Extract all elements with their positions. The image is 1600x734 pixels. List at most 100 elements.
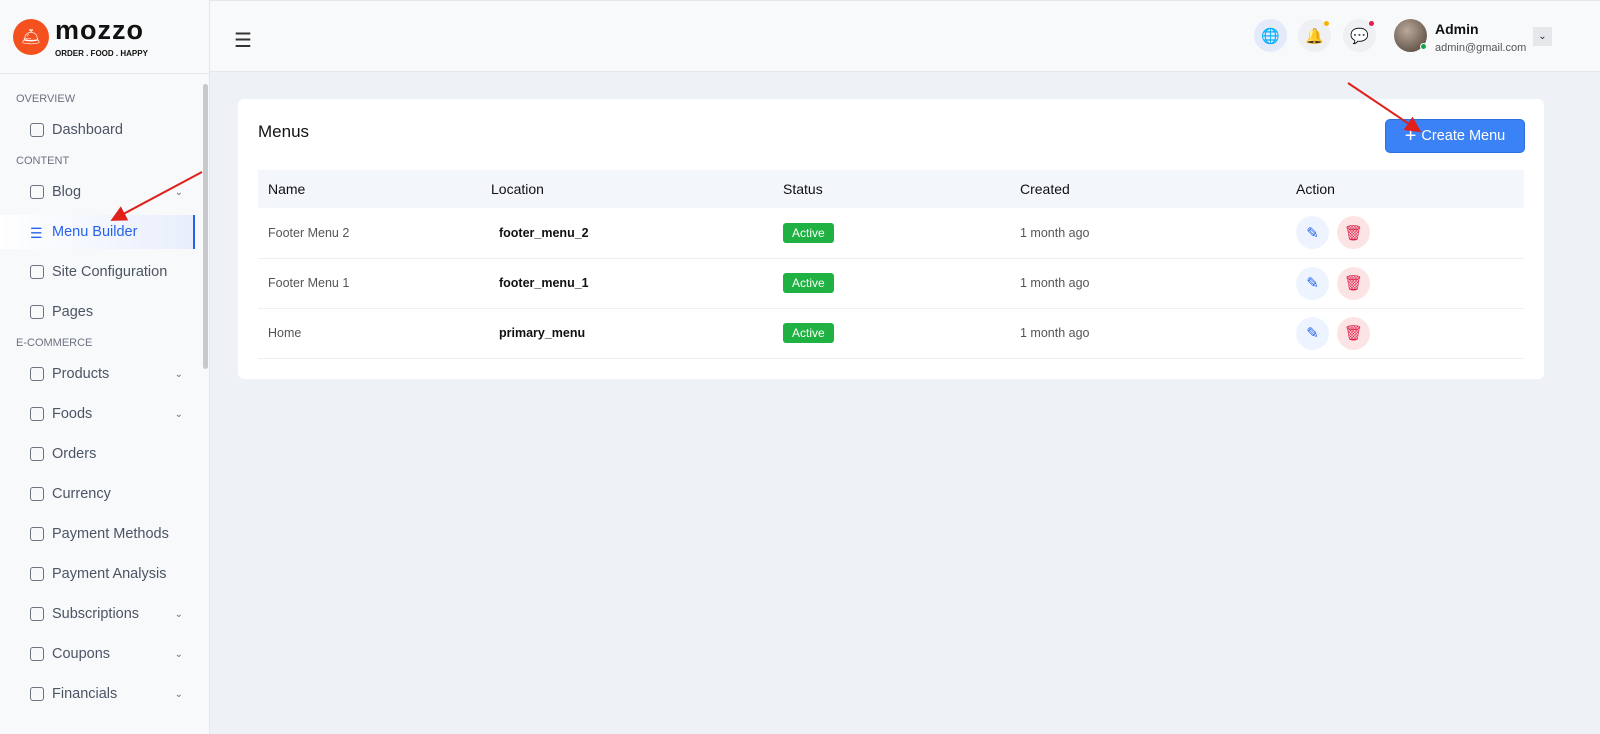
created-date: 1 month ago: [1010, 258, 1286, 309]
clipboard-icon: [30, 447, 44, 461]
sidebar-section-label: CONTENT: [16, 155, 70, 167]
sidebar-item-subscriptions[interactable]: Subscriptions ⌄: [0, 594, 195, 634]
user-email: admin@gmail.com: [1435, 42, 1527, 54]
page-icon: [30, 305, 44, 319]
action-cell: ✎ 🗑: [1286, 258, 1524, 309]
sidebar-item-label: Financials: [52, 686, 118, 702]
edit-pencil-icon[interactable]: ✎: [1296, 216, 1329, 250]
brand-tagline: ORDER . FOOD . HAPPY: [55, 48, 148, 58]
coupon-icon: [30, 647, 44, 661]
sidebar-section-label: E-COMMERCE: [16, 337, 93, 349]
package-icon: [30, 607, 44, 621]
column-header: Name: [258, 170, 481, 208]
sidebar-section-label: OVERVIEW: [16, 93, 76, 105]
logo-icon: 🛎: [13, 18, 49, 55]
topbar: ☰ 🌐 🔔 💬 Admin admin@gmail.com ⌄: [210, 0, 1600, 72]
status-cell: Active: [773, 208, 1010, 259]
created-date: 1 month ago: [1010, 308, 1286, 359]
notification-bell-icon[interactable]: 🔔: [1298, 19, 1331, 52]
sidebar-item-orders[interactable]: Orders: [0, 434, 195, 474]
sidebar-item-label: Products: [52, 366, 110, 382]
sidebar-item-label: Pages: [52, 304, 94, 320]
column-header: Location: [481, 170, 773, 208]
table-row: Home primary_menu Active 1 month ago ✎ 🗑: [258, 308, 1524, 359]
language-globe-icon[interactable]: 🌐: [1254, 19, 1287, 52]
sidebar-item-dashboard[interactable]: Dashboard: [0, 110, 195, 150]
table-row: Footer Menu 2 footer_menu_2 Active 1 mon…: [258, 208, 1524, 259]
plus-icon: +: [1404, 124, 1417, 147]
menus-card: Menus + Create Menu Name Location Status Cre…: [238, 99, 1544, 379]
delete-trash-icon[interactable]: 🗑: [1337, 266, 1370, 300]
avatar[interactable]: [1394, 19, 1427, 52]
sidebar-item-label: Subscriptions: [52, 606, 140, 622]
sidebar-item-label: Currency: [52, 486, 111, 502]
delete-trash-icon[interactable]: 🗑: [1337, 216, 1370, 250]
action-cell: ✎ 🗑: [1286, 308, 1524, 359]
sidebar-item-currency[interactable]: Currency: [0, 474, 195, 514]
sidebar-item-pages[interactable]: Pages: [0, 292, 195, 332]
edit-pencil-icon[interactable]: ✎: [1296, 316, 1329, 350]
create-menu-button[interactable]: + Create Menu: [1385, 119, 1525, 153]
sidebar-item-foods[interactable]: Foods ⌄: [0, 394, 195, 434]
sidebar-item-coupons[interactable]: Coupons ⌄: [0, 634, 195, 674]
chevron-down-icon[interactable]: ⌄: [1533, 27, 1552, 46]
chart-icon: [30, 567, 44, 581]
status-badge: Active: [783, 273, 834, 293]
menu-location: primary_menu: [481, 308, 773, 359]
sidebar-item-label: Menu Builder: [52, 224, 138, 240]
menu-icon: ☰: [30, 225, 43, 241]
status-badge: Active: [783, 323, 834, 343]
status-cell: Active: [773, 308, 1010, 359]
status-badge: Active: [783, 222, 834, 243]
sidebar-scrollbar[interactable]: [203, 84, 208, 369]
menu-name: Footer Menu 2: [258, 208, 481, 259]
box-icon: [30, 367, 44, 381]
column-header: Status: [773, 170, 1010, 208]
brand-name: mozzo: [55, 14, 144, 45]
logo[interactable]: 🛎 mozzo ORDER . FOOD . HAPPY: [0, 0, 209, 74]
sidebar-item-payment-methods[interactable]: Payment Methods: [0, 514, 195, 554]
table-row: Footer Menu 1 footer_menu_1 Active 1 mon…: [258, 258, 1524, 309]
chevron-down-icon[interactable]: ⌄: [174, 408, 183, 420]
sidebar-item-label: Dashboard: [52, 122, 123, 138]
chat-icon[interactable]: 💬: [1343, 19, 1376, 52]
currency-icon: [30, 487, 44, 501]
action-cell: ✎ 🗑: [1286, 208, 1524, 259]
online-indicator: [1420, 43, 1427, 50]
sidebar-item-financials[interactable]: Financials ⌄: [0, 674, 195, 714]
menu-location: footer_menu_1: [481, 258, 773, 309]
delete-trash-icon[interactable]: 🗑: [1337, 316, 1370, 350]
sidebar-item-blog[interactable]: Blog ⌄: [0, 172, 195, 212]
menu-location: footer_menu_2: [481, 208, 773, 259]
sidebar-item-products[interactable]: Products ⌄: [0, 354, 195, 394]
sidebar-item-label: Payment Methods: [52, 526, 169, 542]
box-icon: [30, 407, 44, 421]
sidebar-item-label: Foods: [52, 406, 93, 422]
chevron-down-icon[interactable]: ⌄: [174, 688, 183, 700]
status-cell: Active: [773, 258, 1010, 309]
chevron-down-icon[interactable]: ⌄: [174, 368, 183, 380]
sidebar-item-label: Coupons: [52, 646, 111, 662]
column-header: Created: [1010, 170, 1286, 208]
column-header: Action: [1286, 170, 1524, 208]
menu-name: Home: [258, 308, 481, 359]
sidebar-item-payment-analysis[interactable]: Payment Analysis: [0, 554, 195, 594]
sidebar-item-label: Payment Analysis: [52, 566, 167, 582]
edit-pencil-icon[interactable]: ✎: [1296, 266, 1329, 300]
sidebar-item-label: Site Configuration: [52, 264, 168, 280]
sidebar-item-site-configuration[interactable]: Site Configuration: [0, 252, 195, 292]
create-menu-label: Create Menu: [1421, 128, 1506, 144]
home-icon: [30, 123, 44, 137]
hamburger-menu-icon[interactable]: ☰: [234, 30, 252, 52]
sidebar-item-menu-builder[interactable]: ☰ Menu Builder: [0, 215, 195, 249]
created-date: 1 month ago: [1010, 208, 1286, 259]
sidebar-item-label: Blog: [52, 184, 82, 200]
menus-table: Name Location Status Created Action Footer M…: [258, 170, 1524, 359]
chevron-down-icon[interactable]: ⌄: [174, 608, 183, 620]
config-icon: [30, 265, 44, 279]
chevron-down-icon[interactable]: ⌄: [174, 648, 183, 660]
card-icon: [30, 527, 44, 541]
logo-text: mozzo ORDER . FOOD . HAPPY: [55, 15, 148, 59]
chevron-down-icon[interactable]: ⌄: [174, 186, 183, 198]
sidebar: 🛎 mozzo ORDER . FOOD . HAPPY OVERVIEW Das…: [0, 0, 210, 734]
